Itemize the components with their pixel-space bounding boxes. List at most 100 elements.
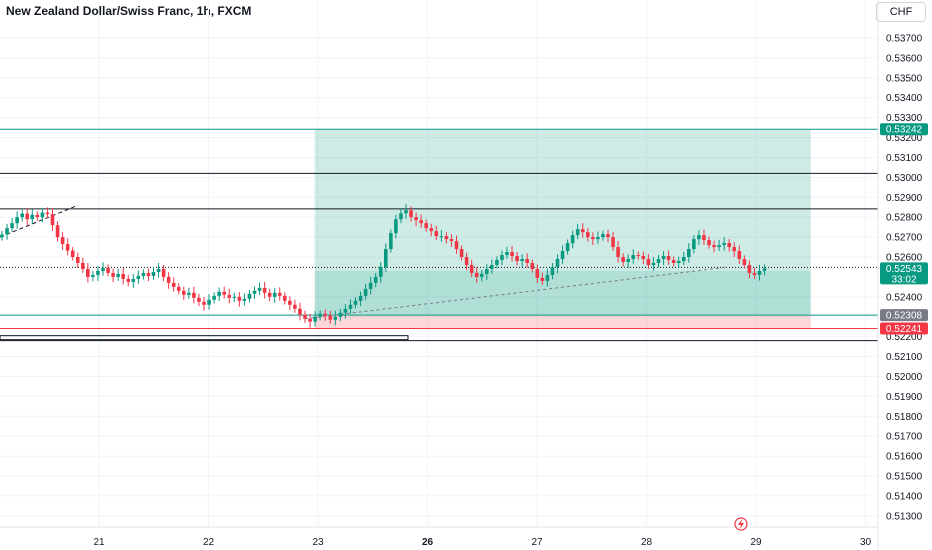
candle-body bbox=[187, 292, 191, 295]
candle-body bbox=[560, 251, 565, 260]
candle-body bbox=[621, 257, 625, 262]
candle-body bbox=[176, 286, 181, 291]
candle-body bbox=[126, 278, 131, 282]
candle-body bbox=[45, 212, 50, 215]
candle-body bbox=[156, 268, 161, 272]
time-tick-label: 22 bbox=[203, 537, 215, 548]
candle-body bbox=[636, 255, 641, 257]
candle-body bbox=[646, 259, 651, 265]
dashed-trend-line bbox=[304, 266, 726, 320]
candle-body bbox=[50, 214, 55, 226]
candle-body bbox=[505, 252, 509, 256]
countdown-label: 33:02 bbox=[891, 274, 916, 285]
candle-body bbox=[141, 272, 146, 276]
candle-body bbox=[429, 228, 434, 232]
candle-body bbox=[207, 299, 211, 305]
candle-body bbox=[464, 257, 469, 265]
candle-body bbox=[651, 262, 656, 265]
candle-body bbox=[570, 235, 575, 244]
candle-body bbox=[737, 251, 742, 260]
price-tick-label: 0.52900 bbox=[886, 193, 923, 204]
candle-body bbox=[313, 316, 317, 322]
price-tick-label: 0.53200 bbox=[886, 133, 923, 144]
candle-body bbox=[40, 212, 45, 218]
candle-body bbox=[242, 298, 247, 301]
candle-body bbox=[565, 243, 570, 252]
candle-body bbox=[631, 255, 636, 260]
candle-body bbox=[328, 315, 333, 320]
candle-body bbox=[378, 266, 383, 277]
candle-body bbox=[671, 259, 676, 263]
candle-body bbox=[540, 277, 545, 281]
candle-body bbox=[439, 236, 444, 238]
candle-body bbox=[469, 264, 474, 273]
candle-body bbox=[197, 297, 201, 302]
candle-body bbox=[616, 247, 620, 258]
loss-zone bbox=[314, 315, 811, 329]
candle-body bbox=[121, 273, 125, 279]
filled-profit-zone bbox=[314, 270, 811, 316]
candle-body bbox=[626, 259, 630, 262]
candle-body bbox=[661, 256, 666, 260]
candle-body bbox=[535, 268, 540, 278]
candle-body bbox=[318, 313, 322, 317]
time-tick-label: 21 bbox=[93, 537, 105, 548]
candle-body bbox=[596, 237, 600, 240]
price-tick-label: 0.51500 bbox=[886, 472, 923, 483]
candle-body bbox=[459, 249, 464, 258]
candle-body bbox=[591, 237, 595, 240]
candle-body bbox=[530, 262, 535, 269]
long-position-tool[interactable] bbox=[314, 129, 811, 329]
trend-lines[interactable] bbox=[0, 204, 726, 320]
candle-body bbox=[454, 241, 459, 250]
candle-body bbox=[384, 249, 388, 267]
candle-body bbox=[752, 272, 757, 275]
candle-body bbox=[702, 235, 706, 241]
candle-body bbox=[434, 231, 439, 237]
price-tag-label: 0.52241 bbox=[886, 324, 923, 335]
flash-icon bbox=[734, 517, 748, 531]
candle-body bbox=[262, 287, 267, 293]
rectangle-drawing bbox=[0, 335, 409, 341]
candle-body bbox=[732, 247, 737, 252]
price-tick-label: 0.52700 bbox=[886, 233, 923, 244]
candle-body bbox=[500, 255, 504, 260]
candle-body bbox=[232, 296, 237, 298]
candle-body bbox=[495, 259, 499, 265]
candle-body bbox=[237, 296, 242, 301]
price-tick-label: 0.52200 bbox=[886, 332, 923, 343]
flash-icon bbox=[738, 519, 744, 529]
candle-body bbox=[106, 267, 110, 273]
time-axis[interactable]: 21 22 23 26 27 28 29 30 bbox=[0, 526, 878, 548]
price-tick-label: 0.53600 bbox=[886, 53, 923, 64]
candle-body bbox=[25, 213, 30, 220]
candle-body bbox=[692, 239, 696, 250]
candle-body bbox=[580, 229, 585, 233]
candle-body bbox=[116, 273, 120, 277]
candle-body bbox=[676, 260, 681, 263]
candle-body bbox=[35, 214, 40, 218]
candle-body bbox=[338, 312, 343, 317]
candle-body bbox=[444, 236, 449, 240]
chart-overlays bbox=[734, 517, 748, 531]
price-tick-label: 0.53300 bbox=[886, 113, 923, 124]
price-tick-label: 0.51700 bbox=[886, 432, 923, 443]
candle-body bbox=[217, 291, 221, 296]
horizontal-lines[interactable] bbox=[0, 128, 878, 342]
currency-selector[interactable]: CHF bbox=[876, 2, 926, 22]
candle-body bbox=[606, 234, 610, 238]
candle-body bbox=[722, 243, 726, 246]
price-tag-label: 0.52543 bbox=[886, 264, 923, 275]
candle-body bbox=[212, 295, 216, 300]
candle-body bbox=[65, 244, 70, 251]
candle-body bbox=[697, 235, 701, 240]
candle-body bbox=[75, 257, 80, 263]
candle-body bbox=[272, 292, 277, 297]
price-tag-label: 0.52308 bbox=[886, 311, 923, 322]
candle-body bbox=[747, 264, 752, 273]
candle-body bbox=[60, 237, 65, 245]
candle-body bbox=[611, 237, 615, 248]
